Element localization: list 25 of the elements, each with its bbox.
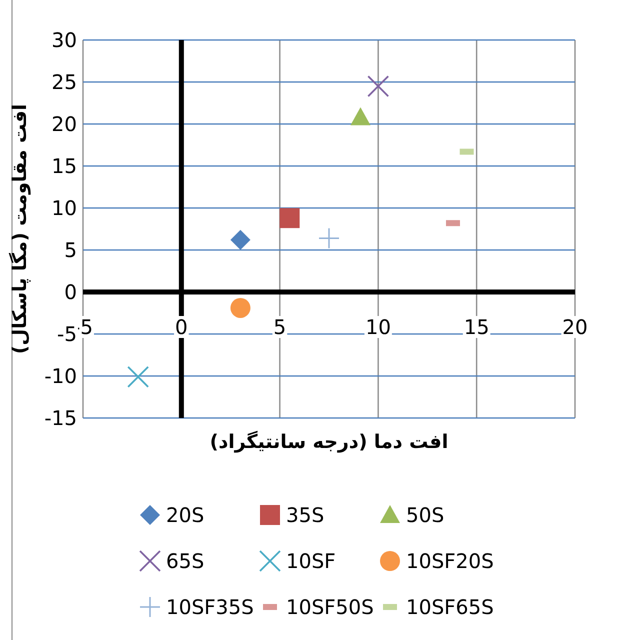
y-tick-label: 20	[52, 112, 77, 136]
y-tick-label: 25	[52, 70, 77, 94]
y-tick-label: 10	[52, 196, 77, 220]
legend-label: 10SF35S	[166, 595, 254, 619]
x-tick-label: 10	[365, 315, 391, 339]
legend-label: 50S	[406, 503, 444, 527]
y-tick-label: 5	[64, 238, 77, 262]
x-tick-label: 15	[464, 315, 490, 339]
y-tick-label: 15	[52, 154, 77, 178]
legend-label: 10SF65S	[406, 595, 494, 619]
legend-label: 65S	[166, 549, 204, 573]
x-tick-label: 0	[175, 315, 188, 339]
legend-label: 20S	[166, 503, 204, 527]
y-tick-label: -10	[44, 364, 77, 388]
y-tick-label: 0	[64, 280, 77, 304]
y-axis-title: افت مقاومت (مگا پاسکال)	[8, 104, 31, 354]
y-tick-label: -15	[44, 406, 77, 430]
legend-label: 10SF	[286, 549, 336, 573]
legend-label: 35S	[286, 503, 324, 527]
y-tick-label: 30	[52, 28, 77, 52]
x-axis-title: افت دما (درجه سانتيگراد)	[210, 430, 448, 453]
legend-label: 10SF20S	[406, 549, 494, 573]
x-tick-label: 20	[562, 315, 588, 339]
legend-label: 10SF50S	[286, 595, 374, 619]
x-tick-label: 5	[273, 315, 286, 339]
